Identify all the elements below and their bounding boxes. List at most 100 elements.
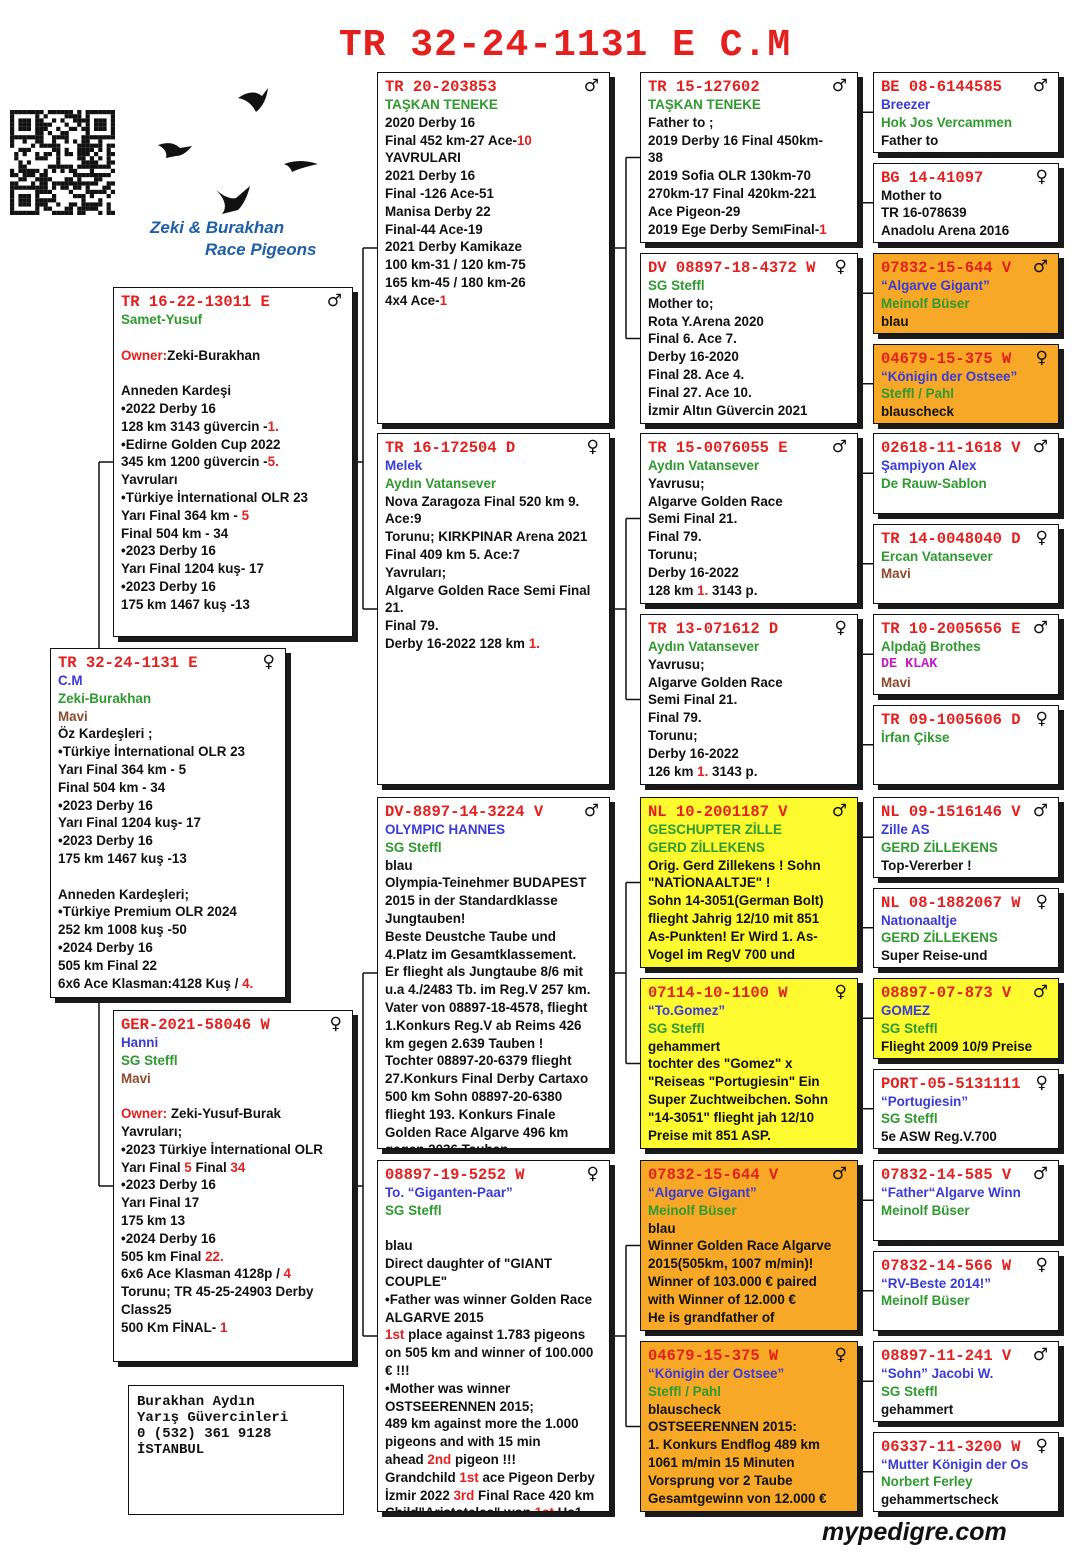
qr-cell (35, 110, 40, 115)
qr-cell (22, 198, 27, 203)
text-segment: 128 km 3143 güvercin - (121, 418, 268, 434)
text-line: Steffl / Pahl (881, 386, 954, 402)
text-line: Yarı Final 1204 kuş- 17 (121, 561, 264, 577)
text-line: •Edirne Golden Cup 2022 (121, 436, 281, 452)
text-line: on 505 km and winner of 100.000 (385, 1345, 594, 1361)
qr-cell (81, 164, 86, 169)
qr-cell (31, 181, 36, 186)
text-line: Final 79. (385, 618, 439, 634)
text-line: 126 km 1. 3143 p. (648, 763, 850, 781)
qr-cell (77, 210, 82, 215)
qr-cell (10, 118, 15, 123)
text-line: blauscheck (881, 404, 954, 420)
qr-cell (35, 126, 40, 131)
qr-cell (68, 210, 73, 215)
text-block: Natıonaaltje GERD ZİLLEKENS Super Reise-un… (881, 912, 1051, 965)
text-line: u.a 4./2483 Tb. im Reg.V 257 km. (385, 982, 591, 998)
text-line: Winner of 103.000 € paired (648, 1273, 817, 1289)
text-segment: 1 (439, 292, 448, 308)
text-line: Mother to (881, 187, 942, 203)
qr-cell (110, 114, 115, 119)
qr-cell (22, 118, 27, 123)
text-line: •Türkiye İnternational OLR 23 (121, 489, 308, 505)
qr-cell (81, 173, 86, 178)
qr-cell (39, 173, 44, 178)
text-segment: Final (191, 1159, 231, 1175)
ring-number: 08897-07-873 V (881, 984, 1012, 1002)
qr-cell (73, 202, 78, 207)
text-segment: 4x4 Ace- (385, 292, 440, 308)
qr-cell (60, 118, 65, 123)
page-title: TR 32-24-1131 E C.M (338, 24, 792, 67)
qr-cell (85, 135, 90, 140)
text-line: “To.Gomez” (648, 1003, 726, 1018)
text-line: “Father“Algarve Winn (881, 1185, 1021, 1200)
text-line: ahead 2nd pigeon !!! (385, 1451, 602, 1469)
qr-cell (110, 189, 115, 194)
qr-cell (18, 194, 23, 199)
qr-cell (60, 110, 65, 115)
text-segment: Child"Aristoteles" won (385, 1505, 535, 1511)
qr-cell (64, 164, 69, 169)
text-line: Vogel im RegV 700 und (648, 946, 796, 962)
qr-cell (31, 110, 36, 115)
text-line: SG Steffl (385, 839, 442, 855)
text-line: gehammertscheck (881, 1492, 999, 1508)
qr-cell (52, 164, 57, 169)
text-line: 175 km 1467 kuş -13 (58, 850, 187, 866)
text-line: “Algarve Gigant” (881, 278, 990, 293)
qr-cell (106, 152, 111, 157)
text-line: 5e ASW Reg.V.700 (881, 1129, 997, 1145)
text-line: OLYMPIC HANNES (385, 822, 506, 837)
ring-number: TR 10-2005656 E (881, 620, 1021, 638)
text-line: “Mutter Königin der Os (881, 1456, 1029, 1472)
text-line: •Türkiye İnternational OLR 23 (58, 744, 245, 760)
qr-cell (68, 164, 73, 169)
qr-cell (18, 135, 23, 140)
qr-cell (52, 168, 57, 173)
qr-cell (77, 173, 82, 178)
text-line: 500 km Sohn 08897-20-6380 (385, 1088, 563, 1104)
qr-cell (64, 181, 69, 186)
qr-cell (10, 206, 15, 211)
contact-box: Burakhan Aydın Yarış Güvercinleri 0 (532… (128, 1385, 344, 1515)
qr-cell (73, 194, 78, 199)
text-line: Hanni (121, 1035, 159, 1050)
text-line: Anadolu Arena 2016 (881, 223, 1010, 239)
sex-symbol: ♂ (1032, 618, 1048, 638)
qr-cell (110, 122, 115, 127)
qr-cell (85, 181, 90, 186)
qr-cell (14, 135, 19, 140)
text-block: Melek Aydın Vatansever Nova Zaragoza Final… (385, 457, 602, 653)
qr-cell (35, 189, 40, 194)
sex-symbol: ♀ (1035, 166, 1048, 187)
qr-cell (98, 198, 103, 203)
sex-symbol: ♀ (329, 1014, 342, 1034)
ring-number: 08897-11-241 V (881, 1347, 1012, 1365)
text-line: •Father was winner Golden Race (385, 1291, 593, 1307)
text-line: Yarı Final 1204 kuş- 17 (58, 815, 201, 831)
qr-cell (110, 160, 115, 165)
text-block: Hanni SG Steffl Mavi (121, 1034, 345, 1087)
text-segment: ace Pigeon Derby (478, 1469, 595, 1485)
text-line: Norbert Ferley (881, 1474, 973, 1490)
text-line: He is grandfather of (648, 1309, 775, 1325)
ring-number: TR 15-127602 (648, 78, 760, 96)
pedigree-box: TR 15-0076055 E ♂ Aydın Vatansever Yavrusu;… (640, 433, 858, 604)
qr-cell (106, 160, 111, 165)
text-block: “Algarve Gigant” Meinolf Büser blau Winner … (648, 1184, 850, 1326)
qr-cell (35, 122, 40, 127)
text-line: Algarve Golden Race (648, 493, 783, 509)
qr-cell (81, 143, 86, 148)
qr-cell (106, 202, 111, 207)
qr-cell (56, 156, 61, 161)
text-line: Grandchild 1st ace Pigeon Derby (385, 1469, 602, 1487)
text-line: Yavrusu; (648, 475, 705, 491)
ring-number: NL 08-1882067 W (881, 893, 1021, 912)
qr-cell (10, 168, 15, 173)
text-line: Vorsprung vor 2 Taube (648, 1472, 793, 1488)
sex-symbol: ♂ (1032, 801, 1048, 821)
text-line: Golden Race Algarve 496 km (385, 1124, 569, 1140)
text-line: Aydın Vatansever (385, 475, 497, 491)
